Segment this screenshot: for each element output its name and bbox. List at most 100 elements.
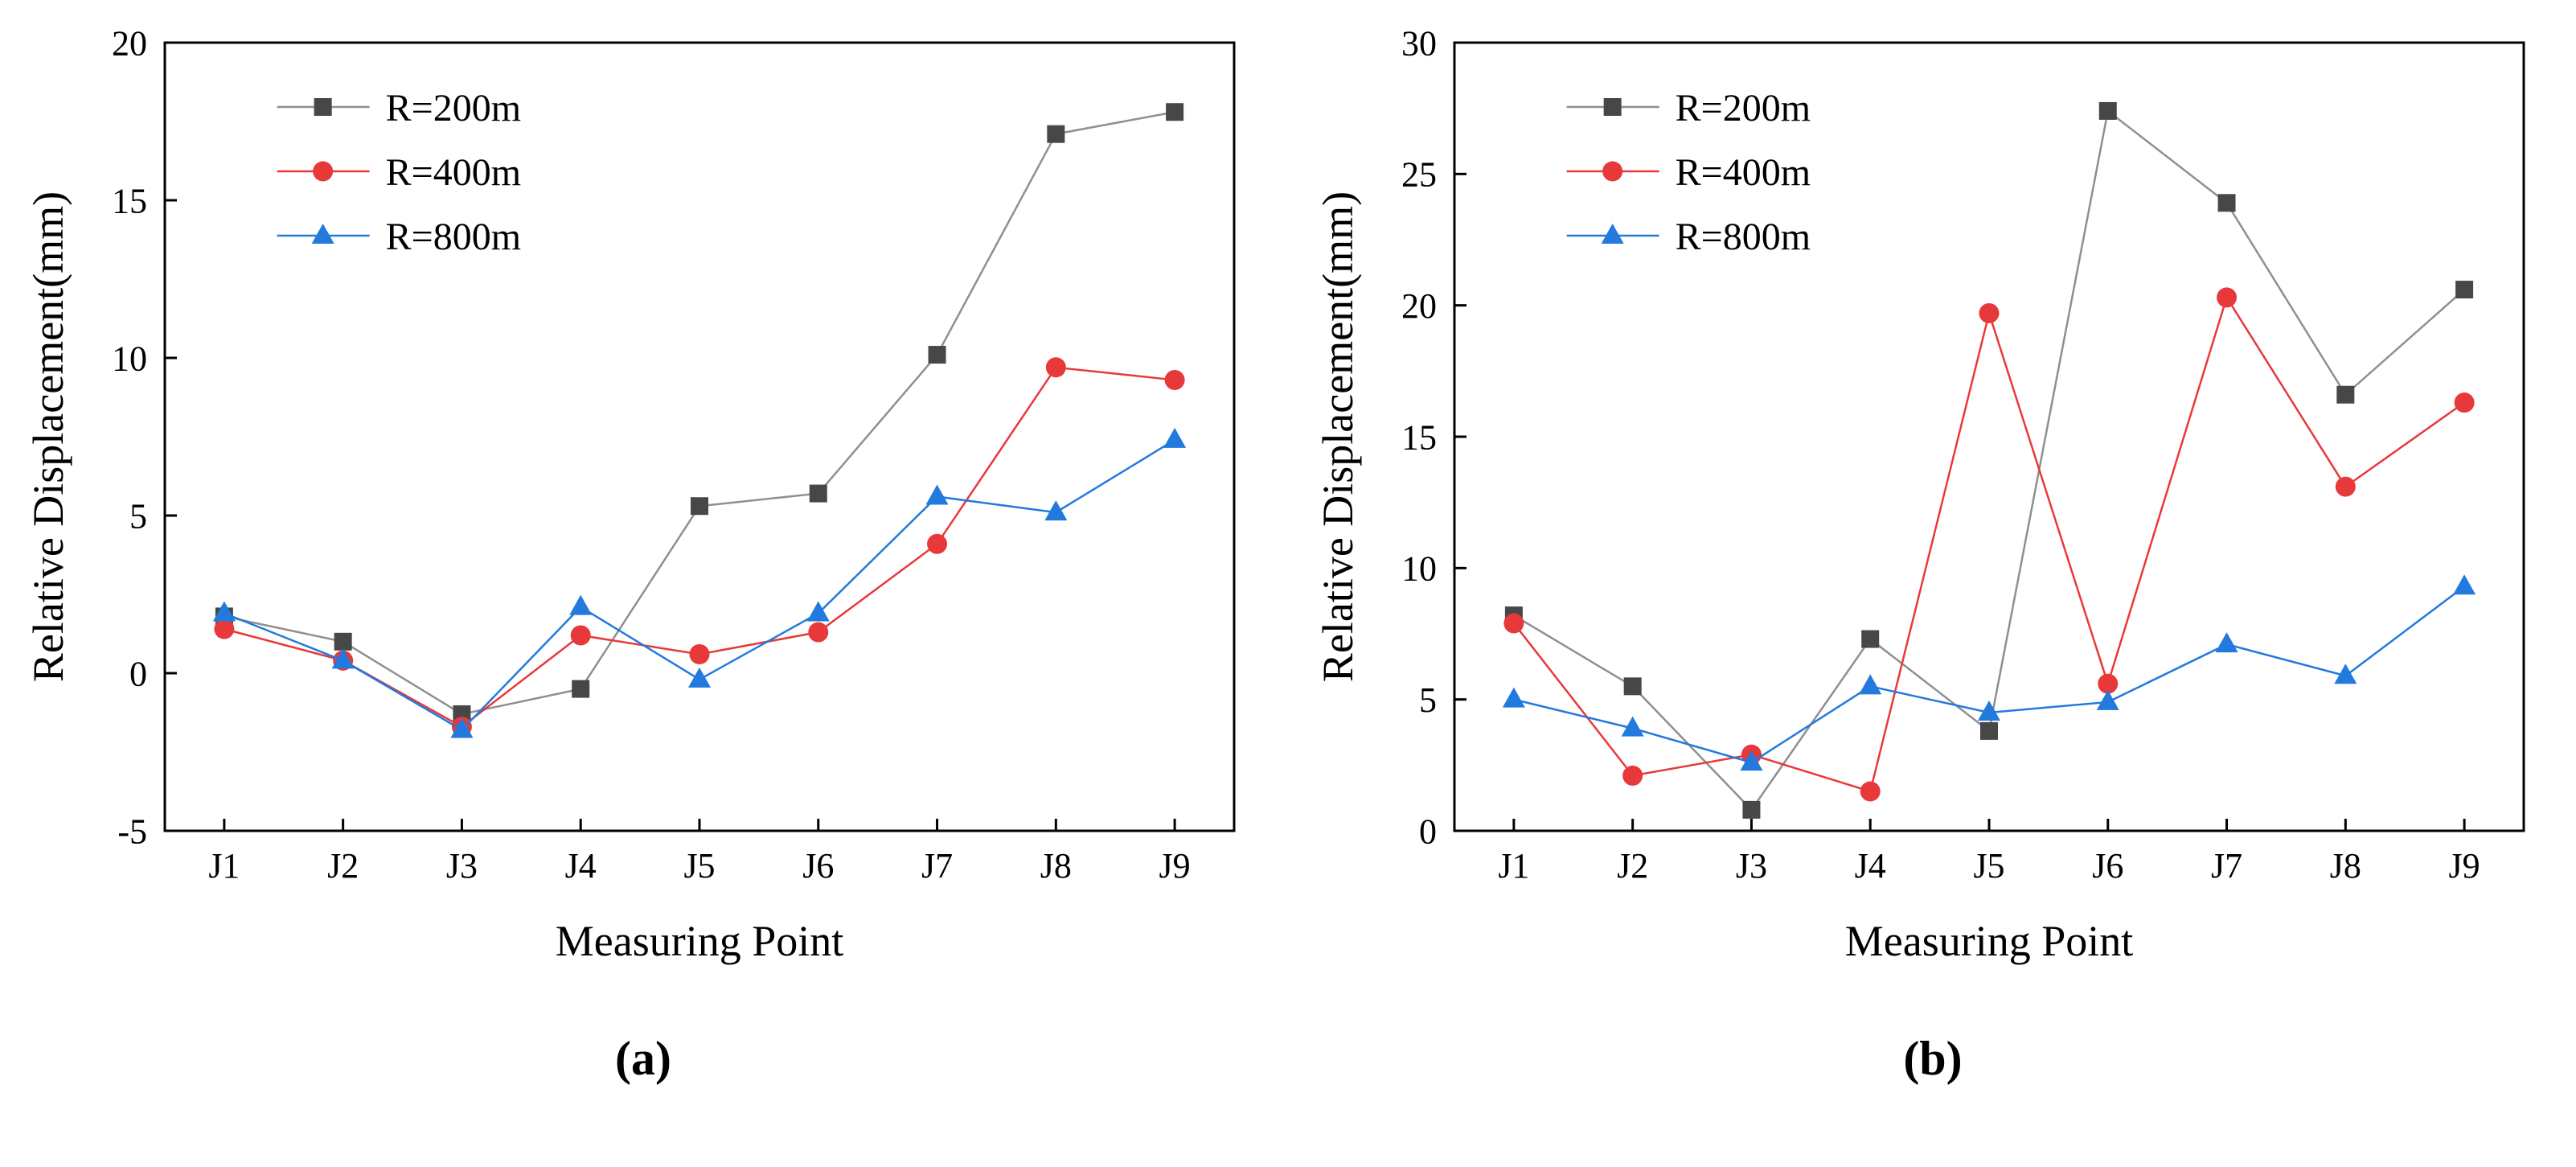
y-axis-title: Relative Displacement(mm): [1314, 191, 1362, 682]
x-tick-label: J9: [1159, 846, 1191, 886]
x-tick-label: J8: [1040, 846, 1072, 886]
triangle-legend-icon: [1601, 224, 1624, 244]
panel-label-b: (b): [1903, 1032, 1963, 1085]
data-point-marker: [1623, 677, 1642, 696]
legend-label: R=200m: [1676, 87, 1811, 129]
x-axis: J1 J2 J3 J4 J5 J6 J7 J8 J9: [208, 819, 1191, 886]
x-axis: J1 J2 J3 J4 J5 J6 J7 J8 J9: [1498, 819, 2480, 886]
data-point-marker: [1166, 103, 1184, 121]
data-point-marker: [1861, 630, 1880, 648]
x-axis-title: Measuring Point: [1845, 917, 2134, 965]
data-point-marker: [2336, 385, 2355, 404]
data-point-marker: [1742, 800, 1761, 819]
triangle-legend-icon: [311, 224, 334, 244]
circle-legend-icon: [1602, 161, 1623, 182]
data-point-marker: [2217, 287, 2238, 308]
data-point-marker: [1502, 687, 1525, 708]
x-tick-label: J3: [1736, 846, 1767, 886]
y-tick-label: 10: [112, 339, 147, 378]
chart-panel-b: 0 5 10 15 20 25 30 J1 J2 J3 J4 J5 J6 J7 J8 J9 Measuring …: [1306, 14, 2560, 1083]
data-point-marker: [1045, 357, 1066, 378]
chart-b: 0 5 10 15 20 25 30 J1 J2 J3 J4 J5 J6 J7 J8 J9 Measuring …: [1314, 23, 2525, 965]
chart-a: -5 0 5 10 15 20 J1 J2 J3 J4 J5 J6 J7 J8 J9 Measuring Po…: [24, 23, 1236, 965]
legend-label: R=200m: [386, 87, 521, 129]
square-legend-icon: [314, 98, 332, 116]
legend-label: R=400m: [1676, 151, 1811, 194]
series-R=200m: [1504, 101, 2474, 819]
data-point-marker: [927, 533, 948, 554]
data-point-marker: [570, 625, 591, 646]
legend: R=200m R=400m R=800m: [1566, 87, 1811, 258]
y-tick-label: -5: [117, 812, 147, 851]
data-point-marker: [2454, 392, 2475, 413]
data-point-marker: [2453, 574, 2476, 595]
y-tick-label: 5: [129, 496, 147, 536]
legend-label: R=800m: [1676, 216, 1811, 258]
x-tick-label: J9: [2449, 846, 2480, 886]
data-point-marker: [1047, 125, 1065, 143]
series-R=400m: [1503, 287, 2475, 802]
x-tick-label: J2: [327, 846, 359, 886]
data-point-marker: [212, 601, 236, 622]
data-point-marker: [2098, 673, 2119, 694]
data-point-marker: [1980, 721, 1998, 740]
data-point-marker: [331, 648, 355, 669]
x-tick-label: J8: [2330, 846, 2361, 886]
x-tick-label: J6: [2092, 846, 2123, 886]
panel-label-a: (a): [615, 1032, 671, 1085]
data-point-marker: [572, 680, 590, 698]
chart-panel-a: -5 0 5 10 15 20 J1 J2 J3 J4 J5 J6 J7 J8 J9 Measuring Po…: [16, 14, 1270, 1083]
data-point-marker: [925, 484, 949, 505]
y-tick-label: 20: [1401, 286, 1437, 326]
legend-label: R=800m: [386, 216, 521, 258]
x-tick-label: J7: [2211, 846, 2242, 886]
y-axis: -5 0 5 10 15 20: [112, 23, 177, 851]
data-point-marker: [808, 622, 829, 643]
x-tick-label: J4: [565, 846, 597, 886]
series-R=200m: [215, 103, 1184, 723]
circle-legend-icon: [313, 161, 334, 182]
y-tick-label: 30: [1401, 23, 1437, 63]
data-point-marker: [1044, 500, 1068, 521]
data-point-marker: [1163, 427, 1187, 448]
x-tick-label: J4: [1855, 846, 1886, 886]
y-tick-label: 20: [112, 23, 147, 63]
y-tick-label: 5: [1419, 680, 1437, 720]
data-point-marker: [569, 594, 593, 615]
data-point-marker: [2455, 281, 2474, 299]
data-point-marker: [334, 632, 352, 651]
y-axis: 0 5 10 15 20 25 30: [1401, 23, 1466, 851]
series-line: [224, 111, 1175, 716]
data-point-marker: [2098, 101, 2117, 120]
x-axis-title: Measuring Point: [556, 917, 844, 965]
y-tick-label: 15: [112, 181, 147, 220]
x-tick-label: J5: [683, 846, 715, 886]
data-point-marker: [2217, 194, 2236, 212]
plot-frame: [163, 41, 1236, 832]
x-tick-label: J5: [1973, 846, 2004, 886]
x-tick-label: J6: [802, 846, 834, 886]
data-point-marker: [809, 484, 827, 503]
data-point-marker: [1740, 750, 1763, 771]
data-point-marker: [214, 618, 235, 639]
legend: R=200m R=400m R=800m: [277, 87, 521, 258]
y-tick-label: 15: [1401, 417, 1437, 457]
data-point-marker: [450, 717, 474, 738]
data-point-marker: [2334, 664, 2357, 684]
square-legend-icon: [1603, 98, 1622, 116]
y-axis-title: Relative Displacement(mm): [24, 191, 72, 682]
data-point-marker: [1860, 781, 1881, 802]
x-tick-label: J2: [1617, 846, 1648, 886]
data-point-marker: [1622, 765, 1643, 786]
data-point-marker: [1503, 613, 1524, 634]
data-point-marker: [928, 346, 946, 364]
data-point-marker: [2096, 689, 2119, 710]
y-tick-label: 25: [1401, 155, 1437, 195]
data-point-marker: [1164, 369, 1185, 390]
data-point-marker: [688, 667, 711, 688]
data-point-marker: [1859, 674, 1882, 695]
data-point-marker: [1621, 716, 1644, 737]
data-point-marker: [2335, 476, 2356, 497]
x-tick-label: J3: [446, 846, 478, 886]
